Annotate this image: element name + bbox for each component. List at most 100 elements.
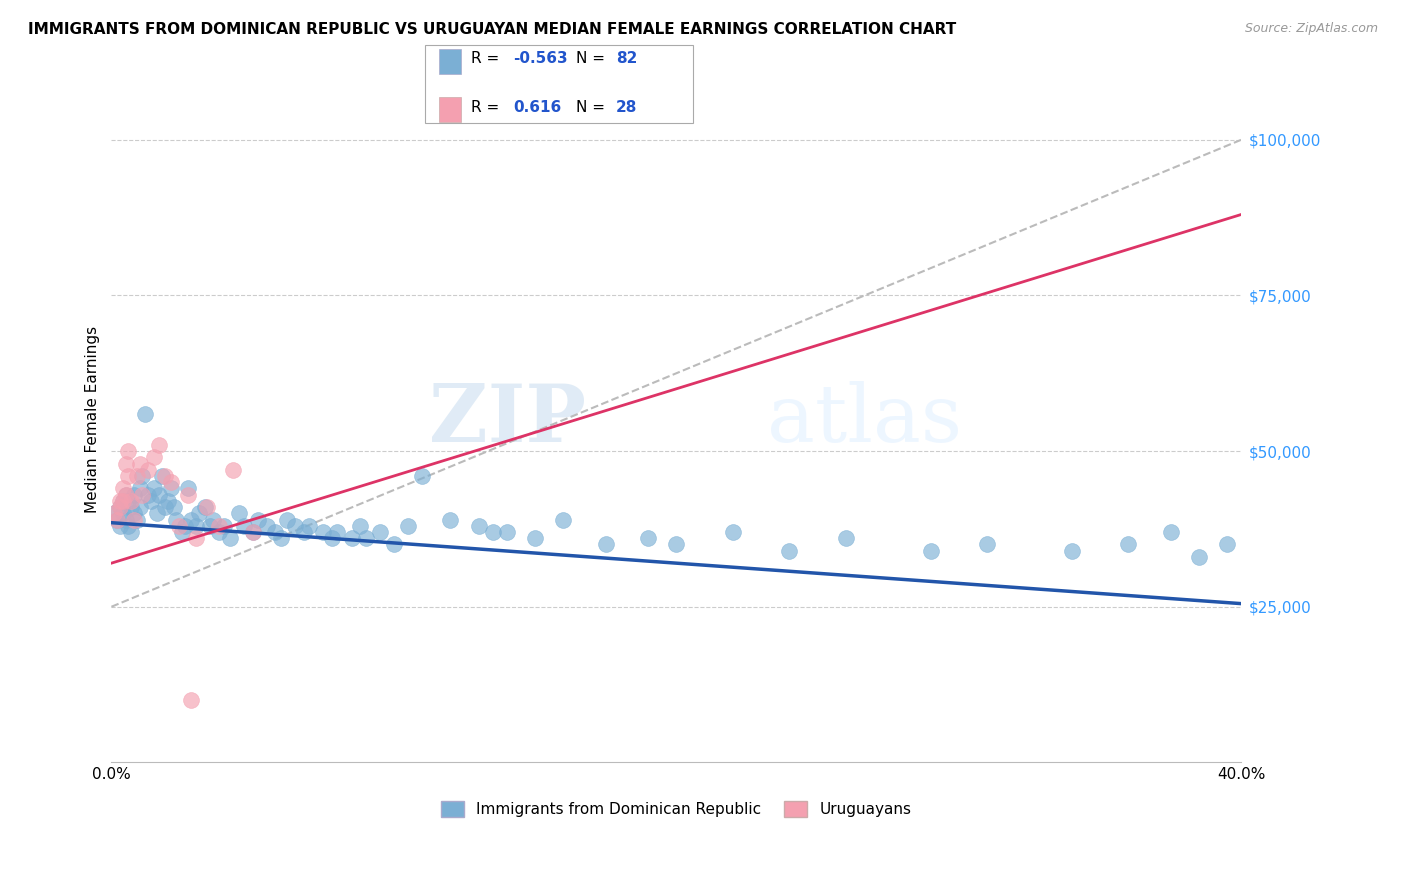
Point — [396, 518, 419, 533]
Text: -0.563: -0.563 — [513, 52, 568, 66]
Point — [111, 494, 134, 508]
Point — [153, 469, 176, 483]
Point — [165, 512, 187, 526]
Point — [467, 518, 489, 533]
Point — [105, 512, 128, 526]
Point — [111, 506, 134, 520]
Point — [920, 543, 942, 558]
Point — [111, 494, 134, 508]
Point — [208, 518, 231, 533]
Point — [349, 518, 371, 533]
Point — [117, 494, 139, 508]
Point — [136, 463, 159, 477]
Point — [145, 506, 167, 520]
Point — [496, 524, 519, 539]
Point — [270, 531, 292, 545]
Point — [111, 482, 134, 496]
Point — [128, 500, 150, 515]
Point — [1160, 524, 1182, 539]
Point — [188, 506, 211, 520]
Point — [194, 500, 217, 515]
Point — [153, 500, 176, 515]
Point — [1188, 549, 1211, 564]
Point — [125, 512, 148, 526]
Point — [202, 512, 225, 526]
Point — [142, 450, 165, 465]
Point — [186, 518, 208, 533]
Point — [156, 494, 179, 508]
Point — [176, 488, 198, 502]
Point — [326, 524, 349, 539]
Point — [242, 524, 264, 539]
Point — [186, 531, 208, 545]
Point — [976, 537, 998, 551]
Point — [284, 518, 307, 533]
Point — [159, 482, 181, 496]
Point — [117, 518, 139, 533]
Point — [264, 524, 287, 539]
Point — [214, 518, 236, 533]
Point — [233, 518, 256, 533]
Point — [665, 537, 688, 551]
Point — [159, 475, 181, 490]
Point — [122, 512, 145, 526]
Point — [835, 531, 858, 545]
Point — [247, 512, 270, 526]
Y-axis label: Median Female Earnings: Median Female Earnings — [86, 326, 100, 514]
Point — [148, 438, 170, 452]
Point — [134, 407, 156, 421]
Point — [136, 488, 159, 502]
Point — [108, 494, 131, 508]
Point — [142, 482, 165, 496]
Point — [228, 506, 250, 520]
Point — [176, 482, 198, 496]
Point — [167, 518, 190, 533]
Point — [312, 524, 335, 539]
Point — [553, 512, 575, 526]
Point — [170, 524, 193, 539]
Point — [340, 531, 363, 545]
Point — [108, 500, 131, 515]
Point — [179, 512, 201, 526]
Point — [524, 531, 547, 545]
Point — [122, 506, 145, 520]
Point — [179, 693, 201, 707]
Text: N =: N = — [576, 100, 610, 114]
Text: IMMIGRANTS FROM DOMINICAN REPUBLIC VS URUGUAYAN MEDIAN FEMALE EARNINGS CORRELATI: IMMIGRANTS FROM DOMINICAN REPUBLIC VS UR… — [28, 22, 956, 37]
Point — [103, 506, 125, 520]
Text: R =: R = — [471, 100, 505, 114]
Point — [298, 518, 321, 533]
Text: R =: R = — [471, 52, 505, 66]
Point — [105, 512, 128, 526]
Text: Source: ZipAtlas.com: Source: ZipAtlas.com — [1244, 22, 1378, 36]
Point — [108, 518, 131, 533]
Point — [321, 531, 343, 545]
Text: 28: 28 — [616, 100, 637, 114]
Point — [222, 463, 245, 477]
Point — [368, 524, 391, 539]
Point — [114, 457, 136, 471]
Point — [637, 531, 659, 545]
Point — [125, 469, 148, 483]
Point — [276, 512, 298, 526]
Point — [595, 537, 617, 551]
Point — [114, 488, 136, 502]
Point — [354, 531, 377, 545]
Point — [108, 500, 131, 515]
Point — [721, 524, 744, 539]
Point — [200, 518, 222, 533]
Text: N =: N = — [576, 52, 610, 66]
Point — [150, 469, 173, 483]
Text: ZIP: ZIP — [429, 381, 586, 459]
Point — [117, 469, 139, 483]
Point — [120, 524, 142, 539]
Point — [173, 518, 195, 533]
Point — [778, 543, 800, 558]
Point — [131, 488, 153, 502]
Point — [128, 457, 150, 471]
Text: atlas: atlas — [766, 381, 962, 459]
Point — [148, 488, 170, 502]
Point — [242, 524, 264, 539]
Point — [219, 531, 242, 545]
Point — [114, 512, 136, 526]
